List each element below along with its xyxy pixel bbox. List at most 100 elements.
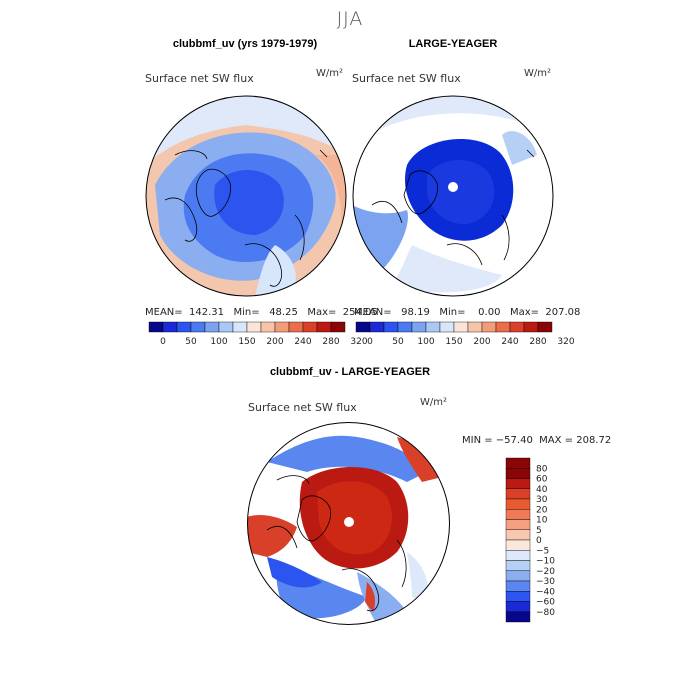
panel1-colorbar-swatch [232, 321, 248, 333]
panel3-colorbar-swatch [505, 601, 531, 612]
panel3-polar-map [247, 422, 450, 625]
panel2-colorbar-labels: 0 50 100 150 200 240 280 320 [367, 337, 575, 347]
panel3-colorbar-tick-label: 40 [536, 485, 548, 495]
panel3-stats: MIN = −57.40 MAX = 208.72 [462, 435, 612, 446]
panel1-colorbar-swatches [148, 321, 346, 333]
panel2-colorbar-tick-label: 100 [417, 337, 434, 347]
panel3-subtitle: Surface net SW flux [248, 401, 357, 414]
panel1-colorbar-labels: 0 50 100 150 200 240 280 320 [160, 337, 368, 347]
panel3-colorbar-tick-label: 0 [536, 536, 542, 546]
panel3-colorbar-swatch [505, 478, 531, 489]
panel1-units: W/m² [316, 68, 344, 79]
panel1-colorbar-swatch [316, 321, 332, 333]
panel3-colorbar-swatch [505, 488, 531, 500]
panel2-colorbar-swatch [509, 321, 525, 333]
panel1-colorbar-tick-label: 200 [266, 337, 283, 347]
panel3-colorbar-swatch [505, 457, 531, 469]
panel1-colorbar-tick-label: 320 [350, 337, 367, 347]
panel1-polar-map [145, 95, 347, 297]
panel2-stats: MEAN= 98.19 Min= 0.00 Max= 207.08 [354, 307, 581, 318]
panel3-title: clubbmf_uv - LARGE-YEAGER [269, 366, 431, 378]
panel2-polar-map [352, 95, 554, 297]
panel2-colorbar-tick-label: 280 [529, 337, 546, 347]
panel3-colorbar-tick-label: −80 [536, 608, 555, 618]
panel1-colorbar-tick-label: 0 [160, 337, 166, 347]
panel2-colorbar-swatch [439, 321, 455, 333]
panel2-colorbar-swatch [425, 321, 441, 333]
panel1-title: clubbmf_uv (yrs 1979-1979) [172, 38, 318, 50]
panel1-colorbar-swatch [274, 321, 290, 333]
panel2-colorbar: 0 50 100 150 200 240 280 320 [355, 321, 575, 347]
panel3-colorbar-tick-label: 30 [536, 495, 548, 505]
panel3-colorbar-swatches [505, 457, 531, 623]
panel1-colorbar-swatch [176, 321, 192, 333]
panel3-colorbar-swatch [505, 529, 531, 541]
panel2-colorbar-swatch [397, 321, 413, 333]
panel3-colorbar-swatch [505, 560, 531, 571]
panel1-colorbar-swatch [218, 321, 234, 333]
panel2-colorbar-swatch [495, 321, 511, 333]
panel1-colorbar-swatch [302, 321, 318, 333]
panel1-colorbar-swatch [288, 321, 304, 333]
panel3-colorbar-swatch [505, 519, 531, 530]
panel2-colorbar-swatch [411, 321, 427, 333]
panel1-colorbar-tick-label: 100 [210, 337, 227, 347]
panel3-colorbar-swatch [505, 611, 531, 623]
panel2-colorbar-tick-label: 50 [392, 337, 404, 347]
panel1-colorbar-swatch [148, 321, 164, 333]
panel2-colorbar-swatch [481, 321, 497, 333]
panel1-colorbar-swatch [246, 321, 262, 333]
panel3-colorbar-tick-label: 80 [536, 464, 548, 474]
panel2-colorbar-swatch [523, 321, 539, 333]
panel3-colorbar-swatch [505, 580, 531, 592]
panel3-colorbar-swatch [505, 591, 531, 602]
panel3-colorbar-tick-label: −30 [536, 577, 555, 587]
panel1-colorbar-swatch [162, 321, 178, 333]
panel2-colorbar-swatch [355, 321, 371, 333]
panel3-colorbar-swatch [505, 539, 531, 551]
panel3-colorbar-swatch [505, 468, 531, 479]
panel3-colorbar-tick-label: −40 [536, 587, 555, 597]
panel2-colorbar-swatch [383, 321, 399, 333]
panel2-colorbar-tick-label: 0 [367, 337, 373, 347]
panel3-colorbar-swatch [505, 550, 531, 561]
panel1-colorbar-tick-label: 240 [294, 337, 311, 347]
panel2-colorbar-tick-label: 320 [557, 337, 574, 347]
panel2-colorbar-swatch [537, 321, 553, 333]
panel3-colorbar-tick-label: 5 [536, 526, 542, 536]
panel2-units: W/m² [524, 68, 552, 79]
panel3-colorbar-swatch [505, 570, 531, 582]
panel3-colorbar-tick-label: −10 [536, 557, 555, 567]
panel1-colorbar-swatch [330, 321, 346, 333]
panel2-colorbar-swatches [355, 321, 553, 333]
panel1-colorbar-tick-label: 50 [185, 337, 197, 347]
panel3-colorbar-tick-label: 60 [536, 475, 548, 485]
panel3-colorbar-tick-label: 20 [536, 505, 548, 515]
figure-season-title: JJA [336, 8, 364, 30]
panel2-colorbar-swatch [453, 321, 469, 333]
panel1-colorbar-swatch [260, 321, 276, 333]
panel1-colorbar-tick-label: 150 [238, 337, 255, 347]
panel2-colorbar-swatch [369, 321, 385, 333]
panel1-colorbar-swatch [190, 321, 206, 333]
panel1-subtitle: Surface net SW flux [145, 72, 254, 85]
panel2-subtitle: Surface net SW flux [352, 72, 461, 85]
panel2-colorbar-tick-label: 200 [473, 337, 490, 347]
panel3-colorbar-tick-label: 10 [536, 516, 548, 526]
panel2-title: LARGE-YEAGER [408, 38, 498, 50]
panel1-colorbar: 0 50 100 150 200 240 280 320 [148, 321, 368, 347]
panel3-colorbar-swatch [505, 509, 531, 520]
panel3-colorbar-tick-label: −5 [536, 546, 549, 556]
panel3-colorbar-swatch [505, 498, 531, 510]
panel1-colorbar-tick-label: 280 [322, 337, 339, 347]
panel2-colorbar-swatch [467, 321, 483, 333]
panel2-colorbar-tick-label: 240 [501, 337, 518, 347]
panel2-colorbar-tick-label: 150 [445, 337, 462, 347]
panel1-stats: MEAN= 142.31 Min= 48.25 Max= 254.05 [145, 307, 378, 318]
panel3-colorbar-tick-label: −20 [536, 567, 555, 577]
panel3-units: W/m² [420, 397, 448, 408]
panel3-colorbar-tick-label: −60 [536, 598, 555, 608]
panel1-colorbar-swatch [204, 321, 220, 333]
